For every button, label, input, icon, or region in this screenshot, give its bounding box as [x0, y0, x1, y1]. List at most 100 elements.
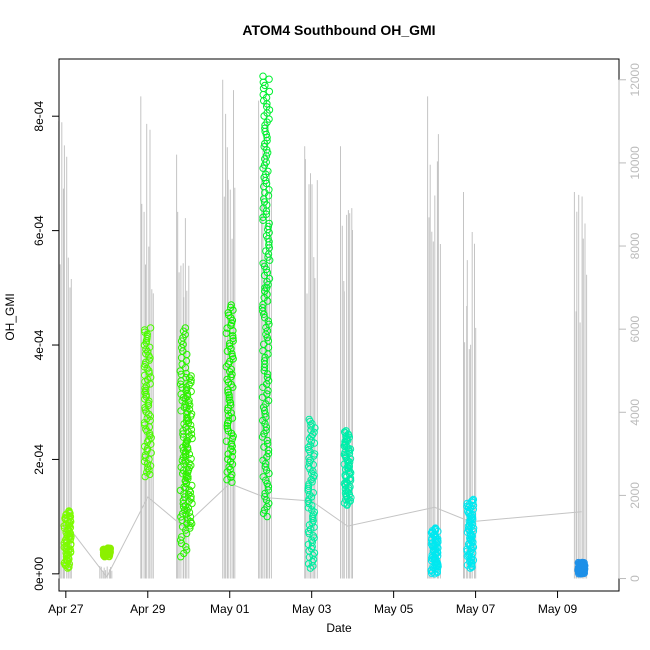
series-cluster	[222, 301, 237, 486]
data-point	[183, 437, 192, 445]
data-point	[264, 483, 273, 491]
data-point	[229, 337, 237, 345]
altitude-tick-label: 2000	[628, 482, 642, 509]
y-tick-label: 0e+00	[32, 557, 46, 591]
data-point	[61, 513, 70, 522]
data-point	[346, 455, 355, 463]
data-point	[262, 179, 271, 188]
data-point	[306, 564, 315, 572]
data-point	[340, 428, 349, 436]
data-point	[308, 536, 316, 544]
altitude-profile	[304, 146, 318, 579]
data-point	[264, 396, 273, 405]
data-point	[223, 424, 232, 432]
data-point	[260, 143, 268, 151]
altitude-tick-label: 6000	[628, 315, 642, 342]
series-cluster	[304, 415, 319, 572]
series-cluster	[99, 544, 114, 561]
x-tick-label: May 05	[374, 602, 414, 616]
data-point	[261, 463, 269, 471]
data-point	[184, 446, 192, 454]
data-point	[464, 503, 473, 512]
x-tick-label: May 01	[210, 602, 250, 616]
y-tick-label: 4e-04	[32, 329, 46, 360]
data-point	[141, 421, 149, 429]
data-point	[261, 124, 269, 133]
data-point	[261, 410, 269, 418]
data-point	[141, 328, 149, 336]
data-point	[143, 332, 151, 341]
data-point	[140, 341, 149, 349]
y-tick-label: 6e-04	[32, 215, 46, 246]
altitude-profile	[427, 96, 441, 579]
data-point	[145, 367, 153, 375]
data-point	[264, 222, 272, 231]
data-point	[578, 558, 586, 567]
altitude-connector	[65, 482, 582, 578]
data-point	[183, 546, 191, 554]
data-point	[176, 536, 185, 544]
data-point	[263, 373, 272, 382]
data-point	[178, 533, 186, 541]
data-point	[187, 493, 195, 501]
data-point	[184, 490, 193, 499]
data-point	[176, 367, 184, 375]
data-point	[222, 329, 231, 337]
data-point	[263, 479, 271, 488]
data-point	[223, 375, 231, 384]
data-point	[342, 427, 350, 435]
data-point	[463, 499, 471, 508]
data-point	[177, 370, 186, 378]
data-point	[265, 320, 273, 328]
data-point	[144, 401, 153, 410]
data-point	[145, 455, 153, 463]
x-tick-label: May 03	[292, 602, 332, 616]
altitude-layer	[58, 79, 588, 579]
data-point	[104, 544, 112, 552]
data-point	[259, 72, 267, 80]
data-point	[181, 452, 190, 461]
data-point	[259, 509, 268, 517]
altitude-tick-label: 10000	[628, 146, 642, 180]
data-point	[262, 210, 270, 218]
data-point	[223, 476, 231, 484]
data-point	[224, 388, 232, 397]
altitude-tick-label: 0	[628, 575, 642, 582]
series-cluster	[140, 324, 155, 481]
data-point	[261, 493, 269, 501]
data-point	[265, 87, 274, 96]
data-point	[186, 522, 194, 530]
data-point	[263, 436, 271, 445]
series-cluster	[427, 524, 442, 578]
data-point	[225, 396, 233, 404]
data-point	[259, 473, 267, 481]
altitude-profile	[99, 566, 113, 579]
data-point	[228, 452, 237, 461]
data-point	[181, 506, 189, 514]
series-cluster	[60, 507, 75, 572]
x-tick-label: Apr 29	[130, 602, 166, 616]
data-point	[263, 390, 271, 398]
altitude-profile	[463, 192, 477, 579]
data-point	[228, 460, 237, 468]
altitude-tick-label: 4000	[628, 399, 642, 426]
data-point	[225, 342, 234, 350]
data-point	[222, 437, 231, 445]
data-point	[227, 301, 235, 309]
data-point	[574, 558, 582, 567]
data-point	[187, 372, 195, 380]
data-point	[262, 423, 270, 431]
data-point	[343, 492, 351, 501]
data-point	[263, 103, 271, 111]
data-point	[186, 513, 195, 521]
data-point	[469, 527, 478, 535]
data-point	[469, 496, 477, 505]
data-point	[259, 216, 267, 225]
data-point	[187, 410, 196, 418]
data-point	[182, 529, 191, 538]
data-point	[258, 433, 267, 441]
data-point	[265, 219, 273, 228]
y-tick-label: 2e-04	[32, 444, 46, 475]
data-point	[185, 450, 194, 458]
y-tick-label: 8e-04	[32, 101, 46, 132]
